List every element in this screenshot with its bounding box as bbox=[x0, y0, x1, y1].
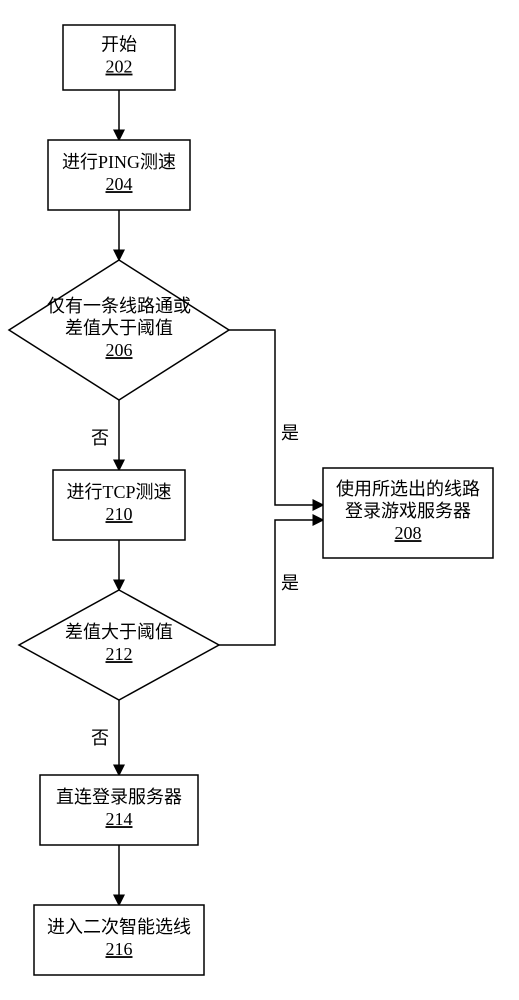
node-n206: 仅有一条线路通或差值大于阈值206 bbox=[9, 260, 229, 400]
node-label: 登录游戏服务器 bbox=[345, 501, 471, 521]
node-ref: 216 bbox=[106, 939, 133, 959]
node-label: 直连登录服务器 bbox=[56, 787, 182, 807]
node-label: 差值大于阈值 bbox=[65, 622, 173, 642]
node-ref: 210 bbox=[106, 504, 133, 524]
edge-label: 是 bbox=[281, 423, 299, 443]
edge bbox=[229, 330, 323, 505]
node-n202: 开始202 bbox=[63, 25, 175, 90]
node-label: 进入二次智能选线 bbox=[47, 917, 191, 937]
node-n208: 使用所选出的线路登录游戏服务器208 bbox=[323, 468, 493, 558]
node-label: 进行TCP测速 bbox=[66, 482, 171, 502]
node-ref: 202 bbox=[106, 57, 133, 77]
node-ref: 208 bbox=[395, 523, 422, 543]
node-ref: 212 bbox=[106, 644, 133, 664]
node-ref: 206 bbox=[106, 340, 133, 360]
node-label: 差值大于阈值 bbox=[65, 318, 173, 338]
node-n214: 直连登录服务器214 bbox=[40, 775, 198, 845]
node-label: 使用所选出的线路 bbox=[336, 479, 480, 499]
node-n210: 进行TCP测速210 bbox=[53, 470, 185, 540]
edge-label: 否 bbox=[91, 728, 109, 748]
node-label: 开始 bbox=[101, 35, 137, 55]
edge bbox=[219, 520, 323, 645]
node-label: 仅有一条线路通或 bbox=[47, 296, 191, 316]
edge-label: 是 bbox=[281, 573, 299, 593]
node-n212: 差值大于阈值212 bbox=[19, 590, 219, 700]
node-n204: 进行PING测速204 bbox=[48, 140, 190, 210]
node-n216: 进入二次智能选线216 bbox=[34, 905, 204, 975]
node-ref: 204 bbox=[106, 174, 133, 194]
edge-label: 否 bbox=[91, 428, 109, 448]
node-label: 进行PING测速 bbox=[62, 152, 176, 172]
node-ref: 214 bbox=[106, 809, 133, 829]
